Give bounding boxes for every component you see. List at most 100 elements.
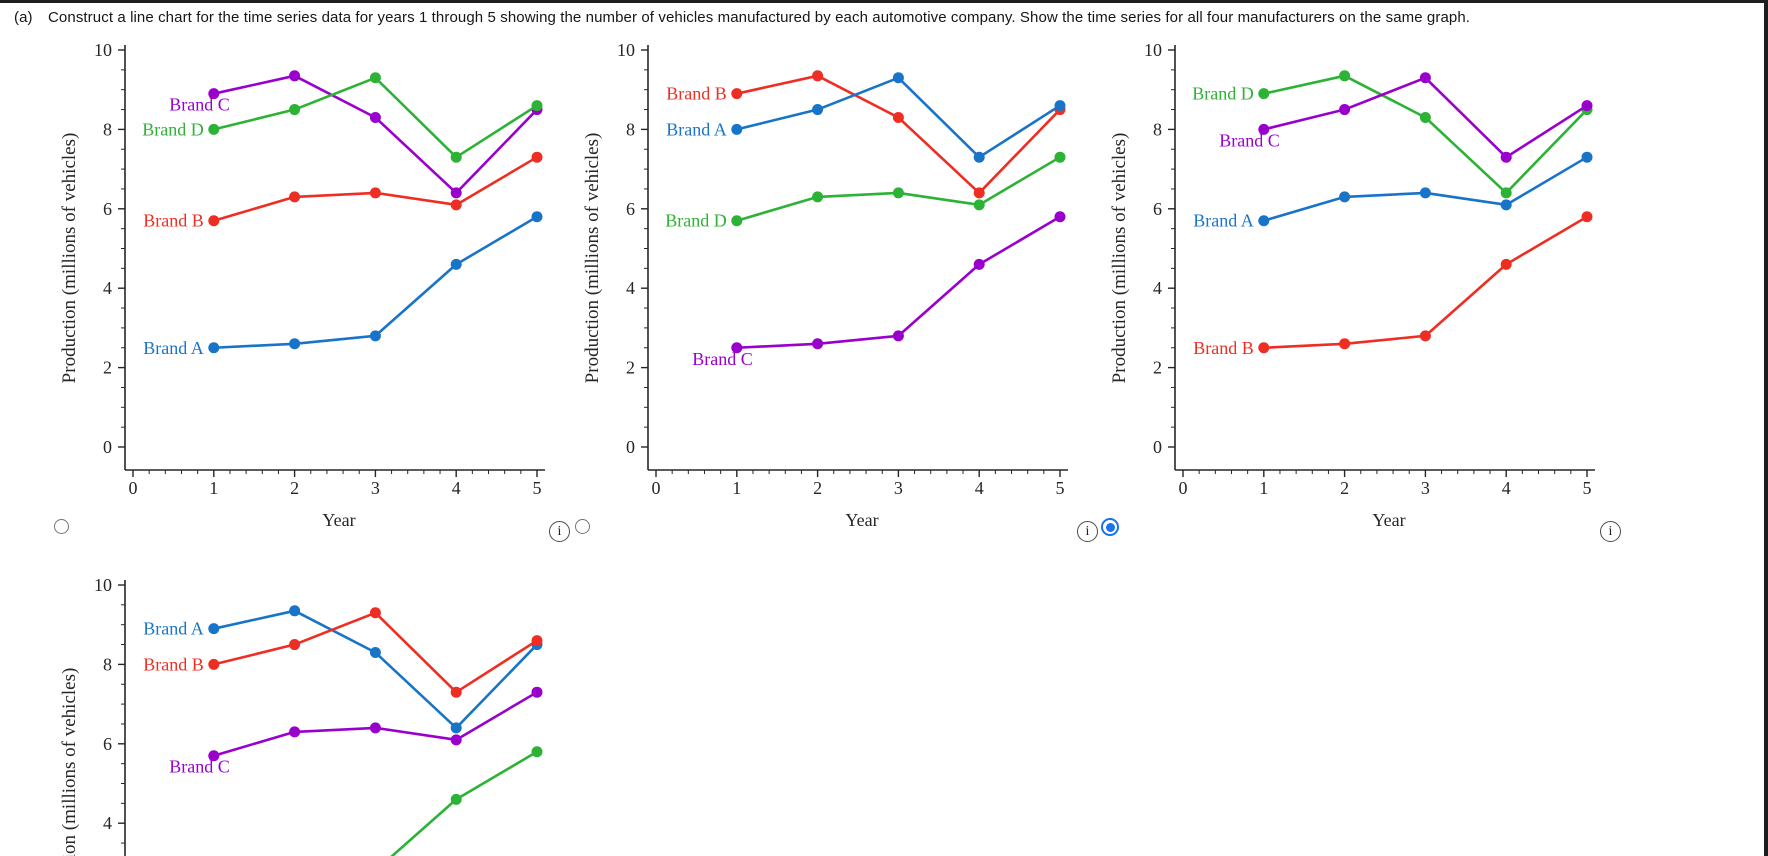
data-point [369, 646, 381, 658]
question-text: (a) Construct a line chart for the time s… [14, 9, 1734, 26]
y-tick-label: 0 [1153, 437, 1162, 457]
data-point [1339, 338, 1351, 350]
series-label-brand-c: Brand C [692, 349, 753, 369]
chart-3: 0 2 4 6 8 10 0 1 2 3 4 5 Year Production (millions of… [1109, 40, 1595, 530]
data-point [812, 191, 824, 203]
data-point [892, 72, 904, 84]
x-axis-title: Year [322, 510, 355, 530]
series-brand-d: Brand D [142, 72, 543, 163]
x-tick-label: 5 [1583, 478, 1592, 498]
data-point [731, 88, 743, 100]
data-point [208, 750, 220, 762]
series-label-brand-c: Brand C [169, 95, 230, 115]
data-point [289, 726, 301, 738]
data-point [369, 330, 381, 342]
x-tick-label: 0 [129, 478, 138, 498]
y-tick-label: 4 [103, 278, 112, 298]
series-line-brand-b [735, 74, 1062, 195]
data-point [1419, 330, 1431, 342]
info-icon-2[interactable]: i [1077, 521, 1098, 542]
info-glyph: i [557, 523, 562, 539]
series-line-brand-c [212, 74, 539, 195]
series-label-brand-a: Brand A [1193, 211, 1254, 231]
data-point [531, 635, 543, 647]
data-point [1054, 151, 1066, 163]
data-point [208, 342, 220, 354]
data-point [208, 215, 220, 227]
chart-2: 0 2 4 6 8 10 0 1 2 3 4 5 Year Production (millions of… [582, 40, 1068, 530]
y-tick-label: 10 [94, 40, 112, 60]
data-point [973, 187, 985, 199]
data-point [531, 211, 543, 223]
series-label-brand-b: Brand B [666, 84, 727, 104]
series-label-brand-b: Brand B [1193, 338, 1254, 358]
data-point [369, 722, 381, 734]
data-point [1500, 199, 1512, 211]
data-point [208, 123, 220, 135]
series-brand-b: Brand B [143, 607, 543, 698]
series-label-brand-d: Brand D [665, 211, 727, 231]
data-point [450, 258, 462, 270]
data-point [1339, 70, 1351, 82]
question-prompt: Construct a line chart for the time seri… [48, 9, 1471, 26]
x-tick-label: 1 [209, 478, 218, 498]
info-icon-1[interactable]: i [549, 521, 570, 542]
series-label-brand-d: Brand D [1192, 84, 1254, 104]
data-point [1258, 123, 1270, 135]
series-brand-c: Brand C [692, 211, 1066, 369]
y-tick-label: 6 [103, 734, 112, 754]
option-radio-3[interactable] [1101, 518, 1119, 536]
data-point [450, 686, 462, 698]
x-axis-title: Year [845, 510, 878, 530]
y-axis-title: Production (millions of vehicles) [59, 668, 80, 856]
data-point [1054, 211, 1066, 223]
data-point [1581, 100, 1593, 112]
data-point [1054, 100, 1066, 112]
series-label-brand-d: Brand D [142, 119, 204, 139]
x-tick-label: 5 [1056, 478, 1065, 498]
x-tick-label: 0 [1179, 478, 1188, 498]
series-label-brand-b: Brand B [143, 211, 204, 231]
window-edge-right [1764, 0, 1768, 856]
x-tick-label: 2 [1340, 478, 1349, 498]
option-radio-1[interactable] [54, 519, 69, 534]
data-point [369, 187, 381, 199]
series-label-brand-c: Brand C [1219, 130, 1280, 150]
series-brand-d: Brand D [665, 151, 1066, 231]
series-label-brand-a: Brand A [666, 119, 727, 139]
y-tick-label: 8 [626, 119, 635, 139]
data-point [531, 151, 543, 163]
x-tick-label: 5 [533, 478, 542, 498]
option-radio-2[interactable] [575, 519, 590, 534]
series-line-brand-a [212, 215, 539, 350]
x-tick-label: 1 [1259, 478, 1268, 498]
y-axis-title: Production (millions of vehicles) [1109, 133, 1130, 384]
x-tick-label: 2 [290, 478, 299, 498]
y-tick-label: 4 [626, 278, 635, 298]
data-point [973, 258, 985, 270]
data-point [289, 639, 301, 651]
y-tick-label: 2 [1153, 358, 1162, 378]
series-line-brand-d [390, 750, 539, 856]
series-brand-c: Brand C [1219, 72, 1593, 163]
data-point [289, 70, 301, 82]
info-icon-3[interactable]: i [1600, 521, 1621, 542]
data-point [208, 88, 220, 100]
data-point [531, 686, 543, 698]
data-point [531, 746, 543, 758]
x-tick-label: 2 [813, 478, 822, 498]
data-point [1419, 111, 1431, 123]
x-axis-title: Year [1372, 510, 1405, 530]
y-tick-label: 10 [1144, 40, 1162, 60]
data-point [450, 722, 462, 734]
series-line-brand-a [212, 609, 539, 730]
series-brand-a: Brand A [1193, 151, 1593, 231]
data-point [369, 111, 381, 123]
series-brand-d: Brand D [390, 746, 543, 856]
x-tick-label: 1 [732, 478, 741, 498]
data-point [450, 151, 462, 163]
series-line-brand-d [1262, 74, 1589, 195]
